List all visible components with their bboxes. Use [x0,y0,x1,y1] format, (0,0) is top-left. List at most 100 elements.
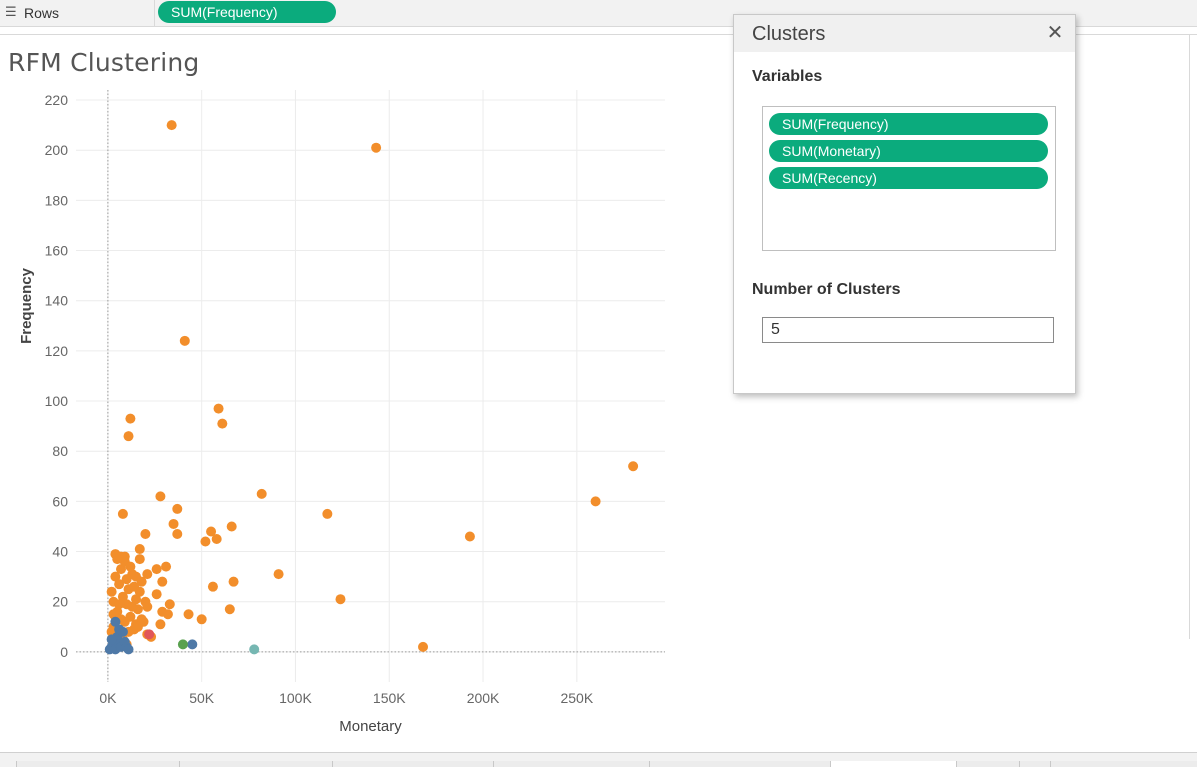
sheet-tab[interactable] [1050,761,1197,767]
sheet-tab[interactable] [179,761,332,767]
data-point-orange [117,508,128,519]
y-tick-label: 160 [45,243,69,259]
data-point-orange [172,503,183,514]
data-point-orange [179,335,190,346]
shelf-divider [0,27,1197,35]
data-point-orange [213,403,224,414]
y-tick-label: 40 [52,544,68,560]
rows-label: Rows [24,5,60,21]
variable-pill-monetary[interactable]: SUM(Monetary) [769,140,1048,162]
data-point-blue [123,644,134,655]
data-point-orange [125,611,136,622]
data-point-orange [129,581,140,592]
data-point-orange [114,599,125,610]
data-point-orange [131,571,142,582]
data-point-orange [196,614,207,625]
clusters-dialog: Clusters ✕ Variables SUM(Frequency) SUM(… [733,14,1076,394]
y-tick-label: 60 [52,493,68,509]
data-point-orange [322,508,333,519]
data-point-orange [224,604,235,615]
sheet-tab[interactable] [649,761,830,767]
data-point-orange [464,531,475,542]
scatter-chart[interactable]: 0 20 40 60 80 100 120 140 160 180 200 220 0K 50K 100K 1… [0,0,700,752]
data-point-orange [628,461,639,472]
data-point-orange [140,529,151,539]
data-point-orange [125,413,136,424]
y-tick-label: 200 [45,142,69,158]
data-point-blue [110,616,121,627]
data-point-orange [136,614,147,625]
sheet-tab[interactable] [1019,761,1050,767]
sheet-tab[interactable] [956,761,1019,767]
sheet-tab[interactable] [16,761,179,767]
data-point-orange [418,641,429,652]
data-point-orange [117,591,128,602]
data-point-orange [155,491,166,502]
data-point-orange [162,609,173,620]
data-point-orange [112,554,123,565]
data-point-orange [217,418,228,429]
rows-shelf-label-area: ☰ Rows [0,0,155,26]
data-point-orange [132,621,143,632]
data-point-orange [273,569,284,580]
data-point-orange [127,601,138,612]
data-point-orange [256,488,267,499]
sheet-tab[interactable] [493,761,649,767]
data-point-teal [249,644,260,655]
data-point-orange [200,536,211,547]
data-point-orange [211,534,222,545]
data-point-orange [108,609,119,620]
rows-pill-frequency[interactable]: SUM(Frequency) [158,1,336,23]
close-icon[interactable]: ✕ [1046,22,1064,44]
data-point-blue [106,634,117,645]
number-of-clusters-label: Number of Clusters [752,281,901,298]
y-tick-label: 120 [45,343,69,359]
sheet-tab[interactable] [332,761,493,767]
number-of-clusters-input[interactable]: 5 [762,317,1054,343]
variable-pill-recency[interactable]: SUM(Recency) [769,167,1048,189]
data-point-orange [161,561,172,572]
data-point-orange [155,619,166,630]
data-point-orange [134,554,145,565]
data-point-orange [226,521,237,532]
variables-list[interactable]: SUM(Frequency) SUM(Monetary) SUM(Recency… [762,106,1056,251]
data-point-blue [187,639,198,650]
view-scroll-edge [1189,35,1197,639]
data-point-orange [106,586,117,597]
x-tick-label: 250K [560,690,593,706]
data-point-orange [125,561,136,572]
x-tick-label: 100K [279,690,312,706]
data-point-orange [335,594,346,605]
y-axis-title: Frequency [18,267,35,344]
y-tick-label: 180 [45,192,69,208]
variables-label: Variables [752,68,823,85]
data-point-red [144,629,155,640]
data-point-orange [151,589,162,600]
variable-pill-frequency[interactable]: SUM(Frequency) [769,113,1048,135]
data-point-orange [164,599,175,610]
data-point-green [177,639,188,650]
data-point-orange [590,496,601,507]
data-point-orange [166,120,177,131]
list-icon: ☰ [5,4,17,19]
clusters-dialog-header: Clusters ✕ [734,15,1075,52]
chart-title: RFM Clustering [8,48,200,77]
x-tick-label: 150K [373,690,406,706]
data-point-orange [157,576,168,587]
data-point-orange [131,594,142,605]
sheet-tab-bar [0,752,1197,767]
x-tick-label: 50K [189,690,215,706]
data-point-orange [172,529,183,539]
data-point-orange [114,579,125,590]
data-point-orange [110,571,121,582]
data-point-orange [116,564,127,575]
y-tick-label: 220 [45,92,69,108]
data-point-orange [140,596,151,607]
x-axis-title: Monetary [339,718,402,735]
sheet-tab-active[interactable] [830,761,956,767]
data-point-orange [371,142,382,153]
data-point-blue [114,624,125,635]
y-tick-label: 20 [52,594,68,610]
x-tick-label: 200K [467,690,500,706]
data-point-orange [151,564,162,575]
